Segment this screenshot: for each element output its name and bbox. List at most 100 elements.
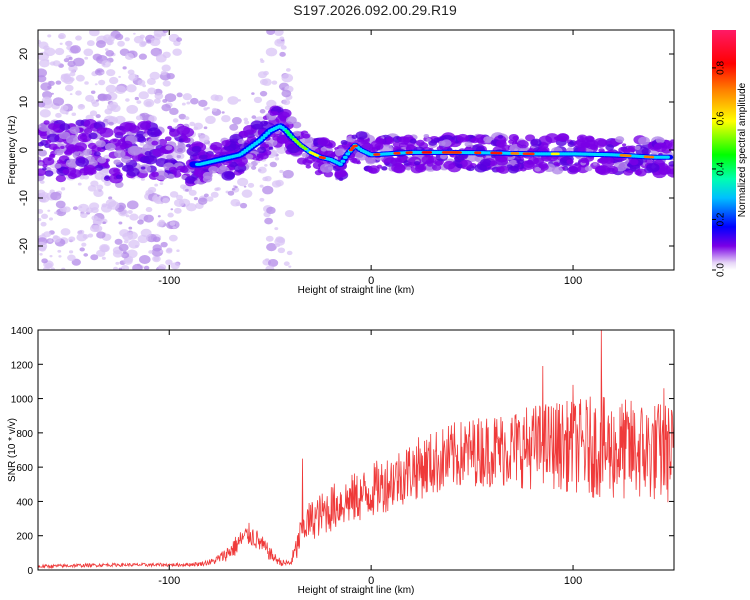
heat-blob: [237, 138, 245, 145]
heat-speckle: [241, 189, 253, 198]
heat-blob: [47, 123, 58, 130]
heat-speckle: [139, 142, 145, 146]
heat-speckle: [102, 221, 106, 225]
heat-speckle: [38, 75, 47, 83]
heat-speckle: [63, 58, 70, 63]
heat-blob: [433, 137, 440, 143]
heat-speckle: [55, 200, 66, 209]
heat-speckle: [124, 37, 130, 42]
heat-speckle: [277, 247, 286, 254]
spectrogram-x-label: Height of straight line (km): [298, 285, 415, 296]
heat-blob: [54, 163, 62, 169]
heat-speckle: [251, 92, 255, 95]
heat-speckle: [128, 73, 138, 81]
heat-speckle: [59, 42, 63, 45]
heat-speckle: [54, 47, 65, 56]
heat-speckle: [52, 235, 61, 243]
y-tick-label: 1200: [11, 360, 34, 371]
heat-blob: [421, 155, 435, 165]
heat-speckle: [58, 255, 62, 258]
heat-speckle: [147, 190, 154, 195]
heat-blob: [77, 132, 92, 143]
heat-blob: [143, 133, 149, 138]
heat-blob: [114, 149, 126, 158]
heat-speckle: [176, 92, 183, 98]
heat-speckle: [138, 91, 149, 100]
heat-speckle: [158, 219, 166, 225]
heat-speckle: [281, 89, 292, 98]
heat-speckle: [154, 92, 164, 100]
heat-peak: [408, 151, 413, 154]
heat-blob: [59, 123, 70, 131]
heat-blob: [95, 140, 106, 148]
y-tick-label: 10: [18, 96, 30, 108]
heat-blob: [87, 142, 97, 150]
heat-blob: [375, 137, 384, 143]
heat-blob: [340, 139, 348, 145]
heat-speckle: [84, 56, 89, 60]
heat-speckle: [60, 228, 71, 236]
heat-speckle: [126, 104, 139, 114]
heat-blob: [440, 153, 448, 160]
heat-speckle: [123, 257, 133, 265]
heat-speckle: [42, 266, 50, 270]
heat-speckle: [266, 30, 275, 35]
heat-speckle: [47, 34, 52, 38]
heat-blob: [67, 172, 77, 180]
heat-blob: [594, 165, 607, 174]
heat-blob: [65, 158, 79, 168]
heat-blob: [573, 140, 585, 149]
y-tick-label: 0: [18, 147, 30, 153]
heat-speckle: [162, 197, 170, 204]
heat-blob: [292, 130, 301, 137]
heat-speckle: [193, 197, 199, 201]
heat-speckle: [274, 157, 280, 161]
heat-speckle: [64, 84, 74, 92]
heat-speckle: [68, 56, 73, 61]
snr-plot-area: [38, 330, 674, 570]
heat-speckle: [188, 189, 197, 196]
heat-speckle: [127, 231, 138, 240]
heat-peak: [428, 151, 433, 154]
heat-speckle: [279, 169, 284, 174]
heat-blob: [277, 136, 287, 144]
heat-speckle: [70, 69, 76, 73]
y-tick-label: 0: [27, 566, 33, 577]
heat-speckle: [40, 191, 49, 199]
heat-speckle: [54, 211, 58, 215]
heat-peak: [498, 151, 503, 155]
heat-speckle: [160, 70, 167, 76]
heat-blob: [73, 151, 80, 156]
heat-blob: [392, 141, 401, 148]
heat-blob: [94, 164, 104, 171]
heat-speckle: [139, 41, 146, 48]
heat-speckle: [95, 114, 101, 119]
heat-speckle: [244, 120, 250, 125]
heat-speckle: [190, 97, 199, 105]
heat-speckle: [75, 74, 85, 82]
heat-speckle: [164, 93, 177, 103]
heat-blob: [530, 138, 542, 147]
heat-speckle: [155, 54, 167, 63]
heat-blob: [320, 163, 334, 173]
heat-speckle: [48, 80, 55, 86]
heat-blob: [338, 177, 344, 182]
heat-speckle: [134, 96, 140, 101]
heat-speckle: [126, 249, 138, 259]
heat-speckle: [165, 259, 173, 266]
heat-speckle: [148, 250, 153, 254]
heat-peak: [530, 152, 535, 156]
y-tick-label: 800: [16, 429, 33, 440]
heat-blob: [48, 143, 58, 150]
heat-blob: [208, 166, 219, 174]
heat-blob: [597, 139, 608, 147]
heat-speckle: [265, 47, 278, 57]
heat-speckle: [286, 250, 293, 256]
heat-speckle: [47, 209, 51, 212]
heat-blob: [426, 161, 434, 167]
heat-speckle: [86, 40, 95, 47]
heat-speckle: [264, 175, 272, 182]
heat-blob: [42, 167, 47, 171]
heat-blob: [534, 166, 541, 172]
heat-speckle: [114, 238, 123, 245]
